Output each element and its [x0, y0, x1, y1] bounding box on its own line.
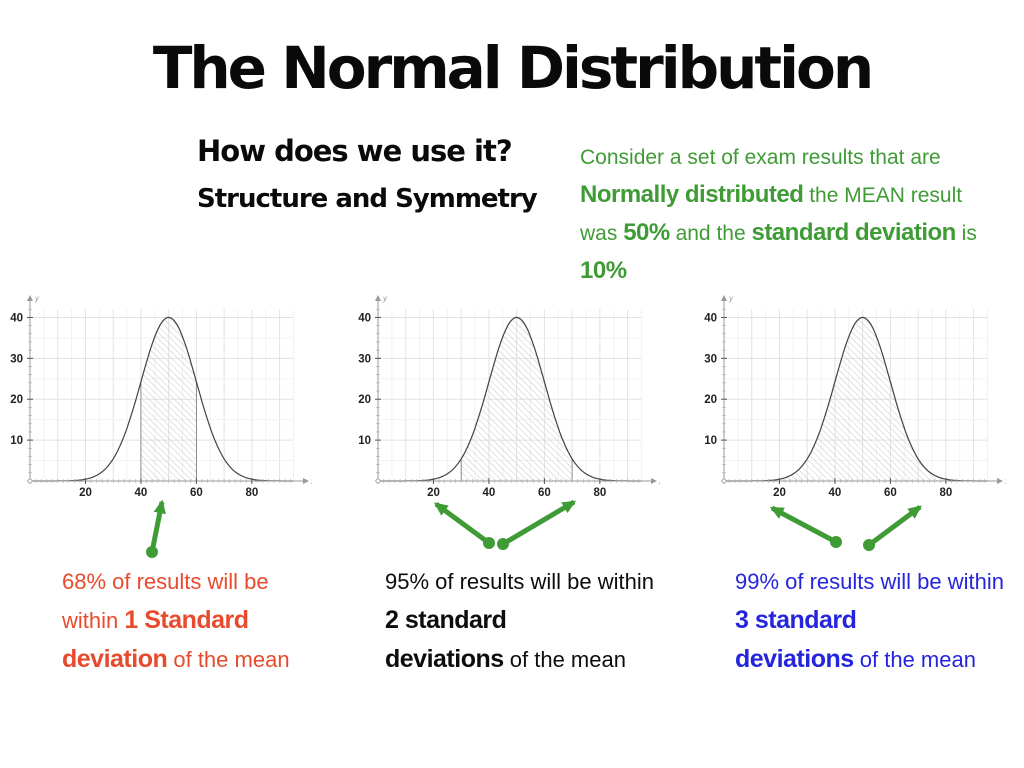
svg-text:20: 20	[704, 394, 717, 406]
svg-text:y: y	[728, 294, 734, 303]
svg-text:20: 20	[10, 394, 23, 406]
subtitle-line-1: How does we use it?	[197, 134, 513, 168]
svg-text:60: 60	[538, 487, 551, 499]
svg-text:20: 20	[79, 487, 92, 499]
normal-curve-chart-2sd: 20 40 60 80 10 20 30 40 y x	[352, 293, 664, 508]
normal-curve-chart-1sd: 20 40 60 80 10 20 30 40 y x	[4, 293, 316, 508]
svg-text:x: x	[1004, 477, 1006, 486]
svg-text:80: 80	[245, 487, 258, 499]
svg-text:10: 10	[10, 435, 23, 447]
svg-text:60: 60	[190, 487, 203, 499]
intro-paragraph: Consider a set of exam results that are N…	[580, 146, 977, 284]
svg-text:20: 20	[358, 394, 371, 406]
svg-text:x: x	[310, 477, 312, 486]
svg-text:20: 20	[773, 487, 786, 499]
svg-text:60: 60	[884, 487, 897, 499]
svg-text:20: 20	[427, 487, 440, 499]
svg-text:30: 30	[10, 353, 23, 365]
svg-text:x: x	[658, 477, 660, 486]
svg-text:40: 40	[10, 312, 23, 324]
svg-text:40: 40	[358, 312, 371, 324]
svg-text:80: 80	[939, 487, 952, 499]
svg-text:40: 40	[829, 487, 842, 499]
svg-text:10: 10	[358, 435, 371, 447]
caption-68-percent: 68% of results will be within 1 Standard d…	[62, 569, 290, 673]
svg-text:40: 40	[483, 487, 496, 499]
svg-text:80: 80	[593, 487, 606, 499]
svg-text:y: y	[34, 294, 40, 303]
caption-95-percent: 95% of results will be within 2 standard d…	[385, 569, 655, 673]
subtitle-line-2: Structure and Symmetry	[197, 184, 538, 214]
slide-title: The Normal Distribution	[152, 34, 874, 102]
svg-text:y: y	[382, 294, 388, 303]
svg-text:10: 10	[704, 435, 717, 447]
svg-text:30: 30	[704, 353, 717, 365]
caption-99-percent: 99% of results will be within 3 standard d…	[735, 569, 1005, 673]
normal-curve-chart-3sd: 20 40 60 80 10 20 30 40 y x	[698, 293, 1010, 508]
subtitle-block: How does we use it? Structure and Symmet…	[197, 134, 538, 214]
svg-text:40: 40	[135, 487, 148, 499]
svg-text:40: 40	[704, 312, 717, 324]
svg-text:30: 30	[358, 353, 371, 365]
